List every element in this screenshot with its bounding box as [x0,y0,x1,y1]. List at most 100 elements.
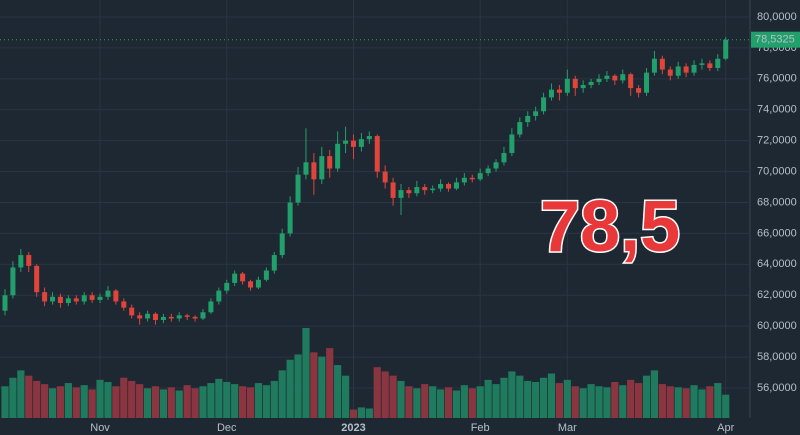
candle-body [699,63,705,65]
candle-body [176,315,182,319]
volume-bar [143,388,152,418]
volume-bar [9,377,17,418]
candle-body [667,69,673,76]
volume-bar [191,388,199,418]
candle-body [2,295,8,311]
candle-body [636,88,642,93]
candle-body [145,313,151,319]
volume-bar [650,370,659,418]
candle-body [651,58,657,73]
candle-body [168,316,174,319]
candle-body [129,307,135,316]
candle-body [485,168,491,174]
volume-bar [1,386,9,418]
candle-body [97,296,103,300]
volume-bar [310,352,318,418]
volume-bar [397,380,405,418]
volume-bar [698,389,706,418]
candle-body [10,267,16,296]
volume-bar [223,382,231,418]
candle-body [358,139,364,147]
volume-bar [635,383,643,418]
volume-bar [64,383,72,418]
candle-body [564,78,570,93]
candle-body [517,122,523,135]
volume-bar [658,384,666,418]
candle-body [50,296,56,302]
candle-body [208,301,214,313]
candle-body [105,290,111,297]
candle-body [232,273,238,283]
candle-body [184,315,190,317]
volume-bar [429,386,437,418]
volume-bar [128,380,136,418]
volume-bar [215,378,223,418]
candle-body [248,281,254,288]
volume-bar [619,385,627,418]
volume-bar [104,382,112,418]
y-tick-label: 64,0000 [757,258,797,270]
candle-body [477,173,483,180]
volume-bar [183,385,191,418]
volume-bar [96,379,104,418]
volume-bar [365,408,373,418]
candle-body [644,72,650,93]
volume-bar [199,386,207,418]
volume-bar [341,375,350,418]
volume-bar [555,383,563,418]
volume-bar [231,384,239,418]
volume-bar [603,387,611,418]
candle-body [26,255,32,266]
candle-body [279,233,285,256]
candle-body [406,190,412,194]
candle-body [723,39,729,59]
volume-bar [334,365,342,418]
volume-bar [381,371,389,418]
volume-bar [627,379,635,418]
volume-bar [524,380,532,418]
candle-body [414,187,420,194]
volume-bar [539,377,548,418]
candle-body [390,182,396,198]
candle-body [57,296,63,303]
candle-body [509,134,515,154]
candle-body [620,74,626,81]
volume-bar [547,373,556,418]
volume-bar [595,386,603,418]
volume-bar [571,386,579,418]
candle-body [271,255,277,271]
y-tick-label: 62,0000 [757,289,797,301]
candle-body [588,81,594,86]
volume-bar [33,380,41,418]
candle-body [438,183,444,189]
candle-body [319,156,325,180]
y-tick-label: 58,0000 [757,351,797,363]
candle-body [160,316,166,320]
volume-bar [579,388,587,418]
x-tick-label: Dec [217,422,237,434]
candle-body [469,177,475,180]
candle-body [34,265,40,293]
candle-body [541,97,547,112]
volume-bar [714,383,722,418]
volume-bar [349,409,358,418]
candle-body [398,190,404,198]
candle-body [350,140,356,147]
volume-bar [167,387,175,418]
candle-body [311,162,317,180]
volume-bar [112,386,120,418]
volume-bar [666,386,674,418]
volume-bar [690,385,698,418]
volume-bar [532,382,540,418]
candle-body [287,202,293,234]
y-tick-label: 70,0000 [757,165,797,177]
y-tick-label: 80,0000 [757,11,797,23]
volume-bar [468,388,476,418]
y-tick-label: 68,0000 [757,196,797,208]
x-tick-label: Mar [558,422,577,434]
candle-body [89,295,95,300]
volume-bar [437,389,445,418]
x-tick-label: Nov [90,422,110,434]
annotation: 78,5 [540,187,680,267]
volume-bar [642,375,651,418]
